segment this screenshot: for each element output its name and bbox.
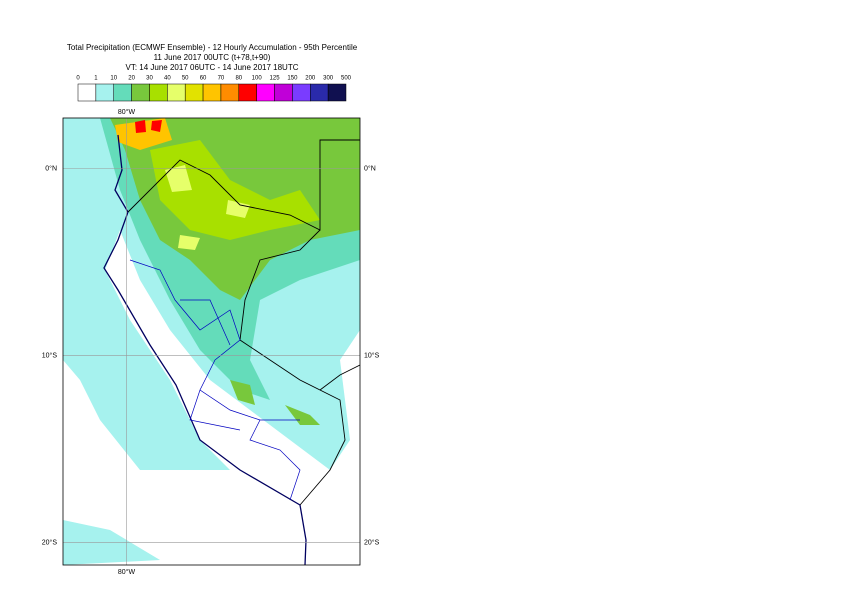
lon-label: 80°W [118, 568, 136, 576]
lat-label: 0°N [45, 164, 57, 172]
legend-label: 1 [94, 76, 98, 82]
legend-swatch [113, 83, 132, 102]
legend-swatch [184, 83, 204, 102]
legend-label: 10 [110, 76, 117, 82]
map-field [63, 118, 360, 565]
legend-swatch [220, 83, 240, 102]
legend-label: 300 [323, 76, 334, 82]
legend-swatch [202, 83, 222, 102]
legend-label: 80 [235, 76, 242, 82]
precip-area [165, 165, 250, 250]
region-border [129, 259, 301, 501]
precip-area [230, 380, 320, 425]
legend-swatch [310, 83, 329, 102]
title-line: Total Precipitation (ECMWF Ensemble) - 1… [67, 43, 358, 52]
legend-label: 20 [128, 76, 135, 82]
precip-area [63, 118, 230, 470]
title-line: 11 June 2017 00UTC (t+78,t+90) [154, 53, 271, 62]
precip-area [150, 140, 320, 240]
legend-swatch [238, 83, 257, 102]
legend-swatch [327, 83, 347, 102]
lat-label: 20°S [42, 538, 58, 546]
legend: 0 1 10 20 30 40 50 60 70 80 100 125 150 200 300 500 [76, 76, 352, 102]
legend-label: 500 [341, 76, 352, 82]
legend-label: 50 [182, 76, 189, 82]
legend-label: 100 [252, 76, 263, 82]
legend-label: 30 [146, 76, 153, 82]
legend-label: 125 [270, 76, 281, 82]
lat-label: 10°S [364, 351, 380, 359]
legend-swatch [149, 83, 168, 102]
legend-label: 40 [164, 76, 171, 82]
map-frame [62, 117, 361, 566]
legend-label: 150 [287, 76, 298, 82]
legend-swatch [131, 83, 150, 102]
country-border [127, 139, 360, 506]
legend-swatch [292, 83, 311, 102]
lat-label: 0°N [364, 164, 376, 172]
legend-label: 200 [305, 76, 316, 82]
legend-swatch [77, 83, 97, 102]
legend-label: 60 [200, 76, 207, 82]
legend-swatch [256, 83, 275, 102]
legend-label: 70 [218, 76, 225, 82]
legend-swatch [95, 83, 114, 102]
legend-swatch [167, 83, 186, 102]
graticule: 0°N 0°N 10°S 10°S 20°S 20°S 80°W 80°W [42, 108, 380, 576]
lat-label: 20°S [364, 538, 380, 546]
title-line: VT: 14 June 2017 06UTC - 14 June 2017 18… [126, 63, 299, 72]
lat-label: 10°S [42, 351, 58, 359]
lon-label: 80°W [118, 108, 136, 116]
legend-swatch [274, 83, 293, 102]
precip-area [135, 120, 162, 133]
legend-label: 0 [76, 76, 80, 82]
